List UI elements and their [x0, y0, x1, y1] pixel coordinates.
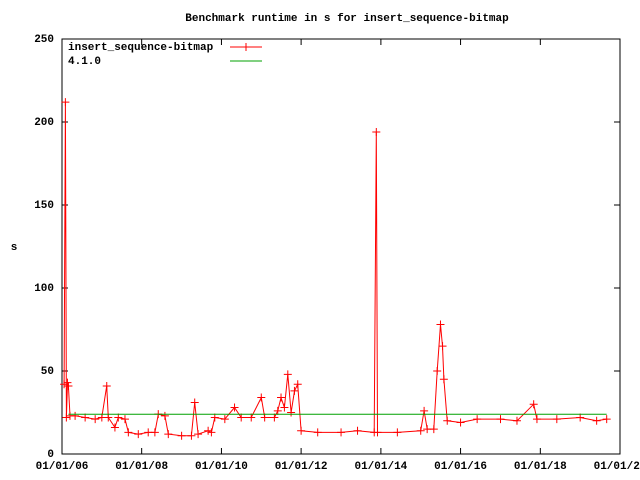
data-point: [150, 428, 159, 437]
y-tick-label: 50: [41, 366, 54, 378]
data-point: [280, 403, 289, 412]
data-point: [260, 413, 269, 422]
data-point: [104, 413, 113, 422]
data-point: [273, 406, 282, 415]
data-point: [187, 431, 196, 440]
data-point: [81, 413, 90, 422]
data-point: [429, 425, 438, 434]
data-point: [61, 98, 70, 107]
data-point: [177, 431, 186, 440]
data-point: [190, 398, 199, 407]
data-point: [576, 413, 585, 422]
data-point: [220, 415, 229, 424]
x-tick-label: 01/01/08: [115, 461, 168, 473]
data-point: [512, 416, 521, 425]
chart-title: Benchmark runtime in s for insert_sequen…: [185, 13, 509, 25]
y-tick-label: 200: [34, 117, 54, 129]
data-point: [297, 426, 306, 435]
data-point: [416, 426, 425, 435]
data-point: [114, 413, 123, 422]
data-point: [393, 428, 402, 437]
y-tick-label: 150: [34, 200, 54, 212]
data-point: [257, 393, 266, 402]
data-point: [247, 413, 256, 422]
x-tick-label: 01/01/06: [36, 461, 89, 473]
data-point: [552, 415, 561, 424]
data-point: [134, 430, 143, 439]
data-point: [420, 406, 429, 415]
y-tick-label: 100: [34, 283, 54, 295]
data-point: [496, 415, 505, 424]
data-point: [71, 411, 80, 420]
data-point: [64, 381, 73, 390]
data-point: [63, 378, 72, 387]
data-point: [529, 400, 538, 409]
data-point: [164, 430, 173, 439]
data-point: [91, 415, 100, 424]
data-point: [230, 403, 239, 412]
legend-label: 4.1.0: [68, 56, 101, 68]
data-point: [62, 413, 71, 422]
x-tick-label: 01/01/18: [514, 461, 567, 473]
data-point: [473, 415, 482, 424]
data-point: [110, 423, 119, 432]
x-tick-label: 01/01/14: [354, 461, 407, 473]
data-point: [438, 342, 447, 351]
y-axis-label: s: [11, 242, 18, 254]
data-point: [439, 375, 448, 384]
data-point: [270, 413, 279, 422]
data-point: [60, 380, 69, 389]
data-point: [194, 430, 203, 439]
data-point: [204, 426, 213, 435]
legend-label: insert_sequence-bitmap: [68, 42, 214, 54]
y-tick-label: 0: [47, 449, 54, 461]
series-line: [63, 102, 607, 437]
data-point: [313, 428, 322, 437]
data-point: [277, 393, 286, 402]
data-point: [337, 428, 346, 437]
legend-marker: [242, 43, 250, 51]
data-point: [353, 426, 362, 435]
data-point: [287, 408, 296, 417]
data-point: [207, 428, 216, 437]
data-point: [290, 386, 299, 395]
y-tick-label: 250: [34, 34, 54, 46]
data-point: [237, 413, 246, 422]
data-point: [592, 416, 601, 425]
plot-frame: [61, 38, 621, 455]
data-point: [293, 380, 302, 389]
data-point: [160, 411, 169, 420]
x-tick-label: 01/01/20: [594, 461, 640, 473]
data-point: [443, 416, 452, 425]
data-point: [532, 415, 541, 424]
data-point: [373, 428, 382, 437]
data-point: [372, 127, 381, 136]
data-point: [436, 320, 445, 329]
data-point: [433, 367, 442, 375]
data-point: [283, 370, 292, 379]
x-tick-label: 01/01/12: [275, 461, 328, 473]
data-point: [124, 428, 133, 437]
data-point: [120, 415, 129, 424]
data-point: [210, 413, 219, 422]
data-point: [102, 381, 111, 390]
x-tick-label: 01/01/16: [434, 461, 487, 473]
data-point: [456, 418, 465, 427]
x-tick-label: 01/01/10: [195, 461, 248, 473]
data-point: [602, 415, 611, 424]
